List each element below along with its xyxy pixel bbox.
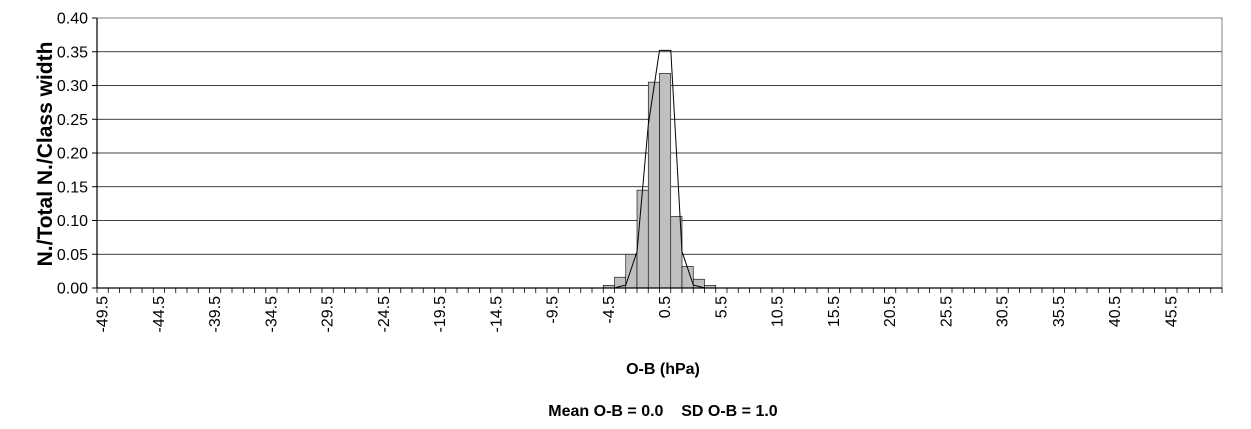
x-tick-label: -14.5 (488, 296, 505, 333)
x-tick-label: 25.5 (938, 296, 955, 327)
y-tick-label: 0.10 (57, 213, 88, 230)
y-axis-title: N./Total N./Class width (34, 42, 57, 267)
x-tick-label: 40.5 (1107, 296, 1124, 327)
x-tick-label: 35.5 (1051, 296, 1068, 327)
y-tick-label: 0.00 (57, 281, 88, 298)
x-tick-label: -19.5 (432, 296, 449, 333)
y-tick-label: 0.30 (57, 78, 88, 95)
x-tick-label: 45.5 (1163, 296, 1180, 327)
y-tick-label: 0.20 (57, 146, 88, 163)
y-tick-label: 0.25 (57, 112, 88, 129)
x-tick-label: 20.5 (882, 296, 899, 327)
y-tick-label: 0.35 (57, 44, 88, 61)
x-tick-label: 15.5 (826, 296, 843, 327)
x-tick-label: -29.5 (320, 296, 337, 333)
x-tick-label: 10.5 (770, 296, 787, 327)
histogram-bar (625, 253, 638, 289)
x-tick-label: -49.5 (95, 296, 112, 333)
normal-curve-line (614, 49, 705, 289)
x-axis-title: O-B (hPa) (626, 361, 700, 378)
histogram-bar (636, 189, 649, 289)
y-tick-label: 0.40 (57, 11, 88, 28)
x-tick-label: -39.5 (207, 296, 224, 333)
histogram-bar (659, 73, 672, 289)
x-tick-label: 0.5 (657, 296, 674, 318)
x-tick-label: 30.5 (995, 296, 1012, 327)
y-tick-labels: 0.00 0.05 0.10 0.15 0.20 0.25 0.30 0.35 0.40 (57, 11, 88, 298)
x-tick-label: -9.5 (545, 296, 562, 324)
y-tick-label: 0.05 (57, 247, 88, 264)
x-tick-label: -34.5 (263, 296, 280, 333)
normal-curve (614, 49, 705, 289)
x-tick-label: -24.5 (376, 296, 393, 333)
axes (92, 17, 1223, 293)
x-tick-labels: -49.5 -44.5 -39.5 -34.5 -29.5 -24.5 -19.5 -14.5… (95, 296, 1181, 333)
y-tick-label: 0.15 (57, 179, 88, 196)
x-tick-label: 5.5 (713, 296, 730, 318)
stats-footer: Mean O-B = 0.0 SD O-B = 1.0 (548, 403, 778, 420)
x-tick-label: -44.5 (151, 296, 168, 333)
x-tick-label: -4.5 (601, 296, 618, 324)
histogram-bars (602, 73, 717, 289)
